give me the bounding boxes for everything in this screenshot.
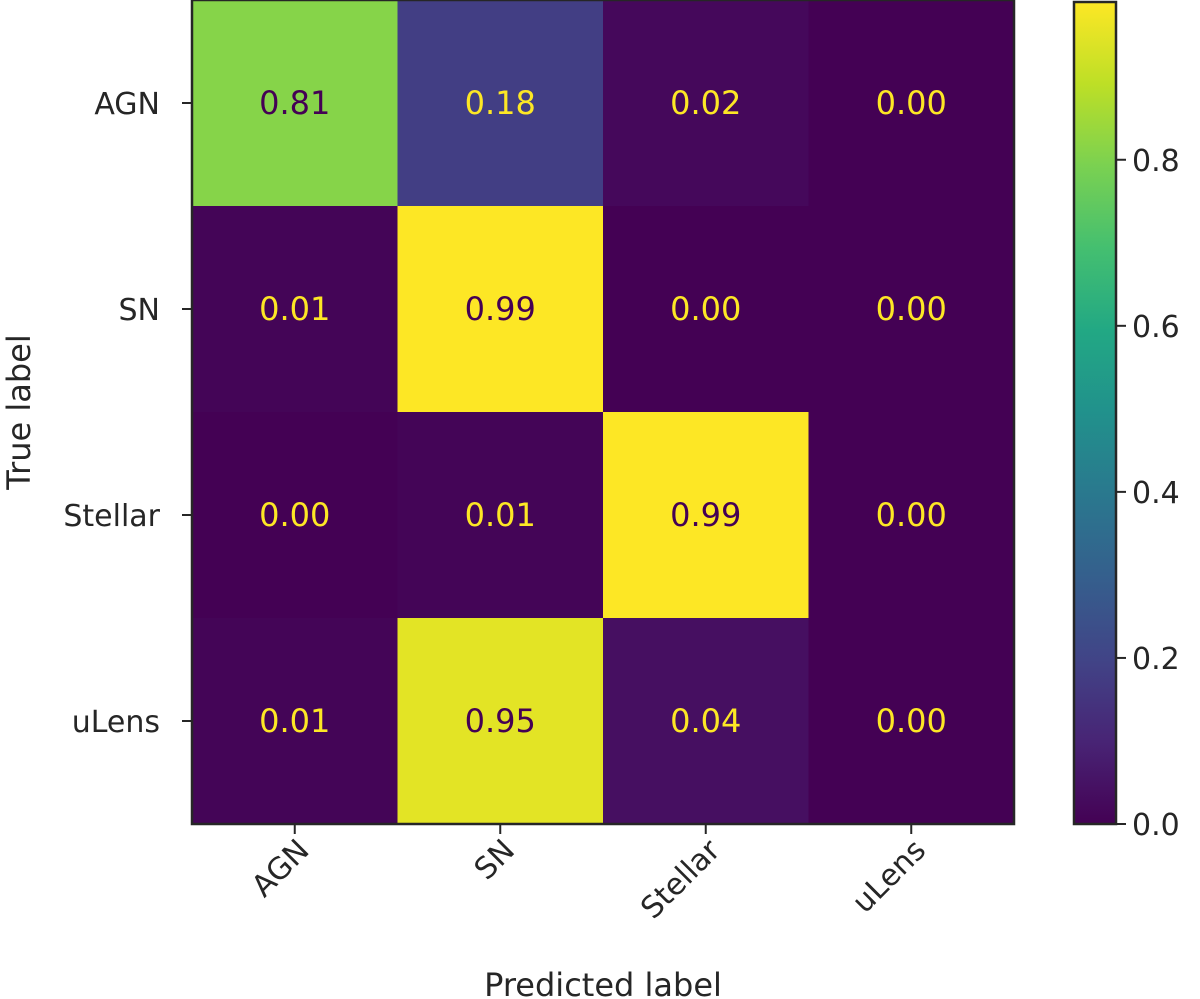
y-tick-labels: AGN SN Stellar uLens (63, 87, 192, 740)
x-tick-label: uLens (846, 833, 933, 920)
heatmap-cell (192, 206, 398, 413)
heatmap-cell (397, 0, 604, 207)
heatmap-cell (397, 206, 604, 413)
cell-value-label: 0.00 (876, 290, 947, 328)
y-axis-title: True label (0, 334, 38, 491)
heatmap-cell (397, 412, 604, 619)
cell-value-label: 0.01 (259, 290, 330, 328)
cell-value-label: 0.00 (670, 290, 741, 328)
heatmap-cell (192, 618, 398, 825)
x-axis-title: Predicted label (484, 966, 722, 999)
heatmap-cell (603, 618, 809, 825)
cell-value-label: 0.81 (259, 84, 330, 122)
colorbar-tick-label: 0.6 (1132, 310, 1180, 345)
heatmap-cell (808, 618, 1015, 825)
cell-value-label: 0.95 (465, 702, 536, 740)
heatmap-cell (192, 412, 398, 619)
colorbar-gradient (1072, 0, 1118, 826)
x-tick-label: Stellar (634, 832, 728, 926)
y-tick-label: Stellar (63, 499, 160, 534)
cell-value-label: 0.00 (259, 496, 330, 534)
colorbar-tick-label: 0.0 (1132, 808, 1180, 843)
cell-value-label: 0.01 (465, 496, 536, 534)
colorbar-tick-label: 0.4 (1132, 476, 1180, 511)
heatmap-cell (397, 618, 604, 825)
cell-value-label: 0.02 (670, 84, 741, 122)
heatmap-frame (190, 0, 1016, 826)
heatmap-cell (603, 206, 809, 413)
y-tick-label: AGN (94, 87, 160, 122)
cell-value-label: 0.00 (876, 84, 947, 122)
colorbar-tick-label: 0.2 (1132, 642, 1180, 677)
heatmap-cell (603, 412, 809, 619)
heatmap-cell-labels: 0.81 0.18 0.02 0.00 0.01 0.99 0.00 0.00 0.00 0.01… (259, 84, 947, 740)
cell-value-label: 0.99 (670, 496, 741, 534)
x-tick-labels: AGN SN Stellar uLens (245, 824, 933, 926)
colorbar: 0.0 0.2 0.4 0.6 0.8 (1072, 0, 1180, 843)
y-tick-label: SN (119, 293, 160, 328)
heatmap-cell (808, 412, 1015, 619)
cell-value-label: 0.18 (465, 84, 536, 122)
x-tick-label: AGN (245, 833, 316, 904)
cell-value-label: 0.99 (465, 290, 536, 328)
heatmap-cell (808, 206, 1015, 413)
heatmap-cell (192, 0, 398, 207)
heatmap-cell (603, 0, 809, 207)
cell-value-label: 0.01 (259, 702, 330, 740)
x-tick-label: SN (468, 833, 522, 887)
cell-value-label: 0.00 (876, 702, 947, 740)
heatmap-cells (192, 0, 1015, 825)
cell-value-label: 0.04 (670, 702, 741, 740)
heatmap-cell (808, 0, 1015, 207)
y-tick-label: uLens (72, 705, 160, 740)
colorbar-tick-label: 0.8 (1132, 144, 1180, 179)
cell-value-label: 0.00 (876, 496, 947, 534)
